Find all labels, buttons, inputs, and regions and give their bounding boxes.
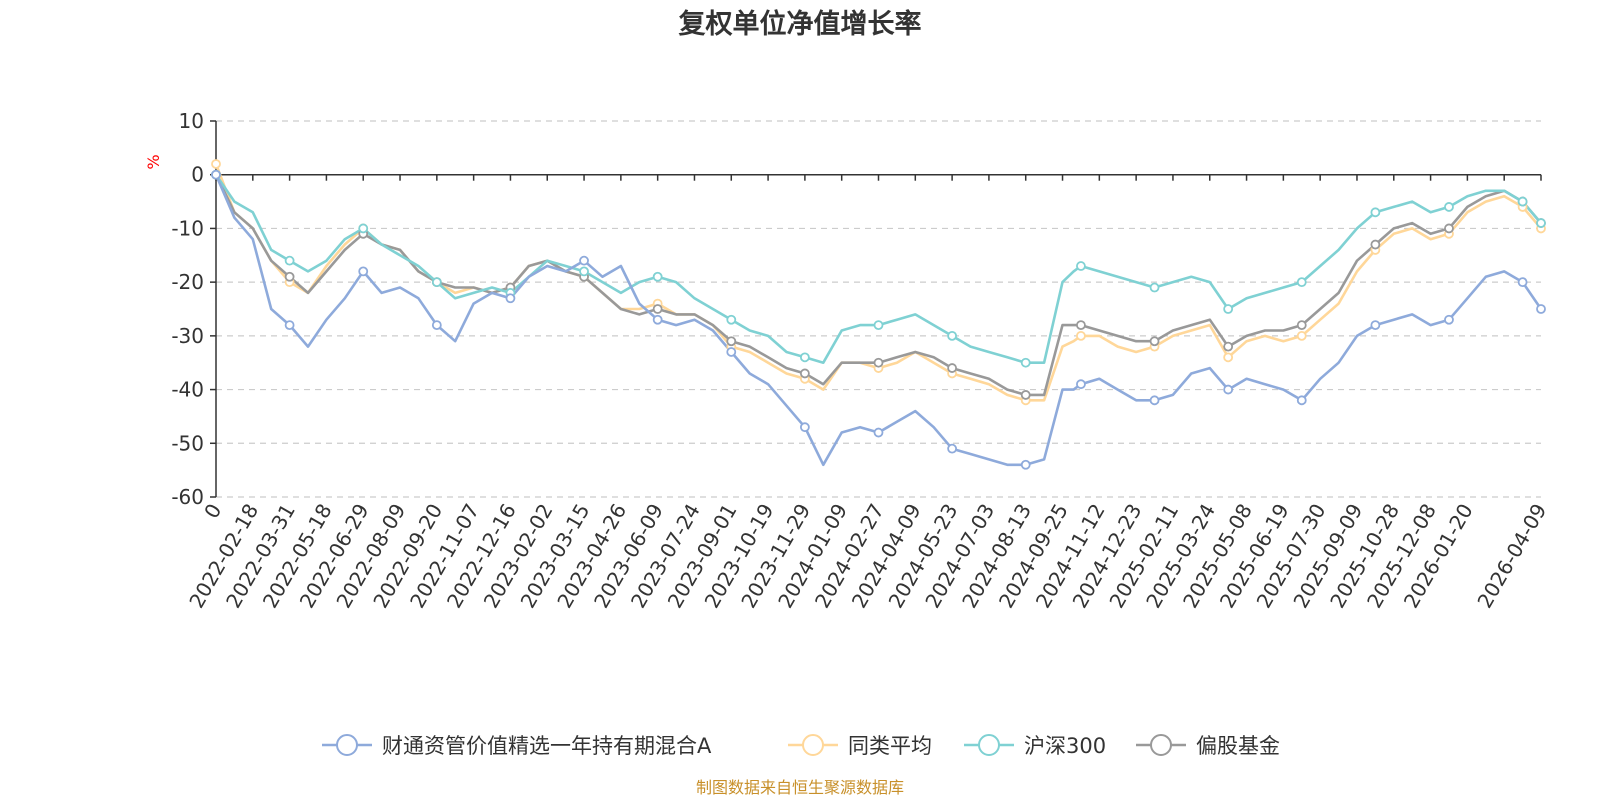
data-point-fund <box>1149 395 1160 406</box>
data-point-fund <box>579 255 589 266</box>
x-tick-labels: 02022-02-182022-03-312022-05-182022-06-2… <box>184 500 1551 613</box>
legend-label-fund[interactable]: 财通资管价值精选一年持有期混合A <box>382 734 712 758</box>
data-point-fund <box>1076 379 1086 390</box>
y-tick-labels: 10 0 -10 -20 -30 -40 -50 -60 <box>171 109 204 509</box>
y-tick-label: -50 <box>171 431 204 455</box>
data-point-peer_avg <box>1223 352 1234 363</box>
y-tick-label: -40 <box>171 378 204 402</box>
data-point-fund <box>1296 395 1307 406</box>
data-point-fund <box>1517 277 1528 288</box>
legend-marker-peer_avg <box>802 734 824 756</box>
legend-marker-stock_fund <box>1150 734 1172 756</box>
y-tick-label: -20 <box>171 270 204 294</box>
chart-title: 复权单位净值增长率 <box>679 8 922 40</box>
data-point-hs300 <box>799 352 810 363</box>
data-point-hs300 <box>358 223 369 234</box>
data-point-hs300 <box>431 277 442 288</box>
y-tick-label: 10 <box>179 109 204 133</box>
legend: 财通资管价值精选一年持有期混合A 同类平均 沪深300 偏股基金 <box>322 734 1280 758</box>
data-point-stock_fund <box>1444 223 1454 234</box>
data-point-hs300 <box>873 320 884 331</box>
data-point-hs300 <box>1517 196 1528 207</box>
data-point-fund <box>652 314 663 325</box>
legend-label-peer_avg[interactable]: 同类平均 <box>848 734 932 758</box>
data-point-stock_fund <box>1076 320 1086 331</box>
data-point-fund <box>1444 314 1454 325</box>
data-point-peer_avg <box>1076 330 1086 341</box>
legend-label-hs300[interactable]: 沪深300 <box>1024 734 1106 758</box>
data-point-stock_fund <box>1020 390 1031 400</box>
legend-marker-fund <box>336 734 358 756</box>
data-point-fund <box>1536 304 1546 314</box>
data-point-peer_avg <box>211 159 221 169</box>
series-line-fund <box>214 174 1543 467</box>
data-point-hs300 <box>1076 261 1086 271</box>
markers-group <box>211 159 1546 470</box>
y-tick-label: -60 <box>171 485 204 509</box>
data-point-fund <box>1370 320 1381 331</box>
y-tick-label: -30 <box>171 324 204 348</box>
data-point-fund <box>873 427 884 438</box>
legend-label-stock_fund[interactable]: 偏股基金 <box>1196 734 1280 758</box>
x-tick-label: 2026-04-09 <box>1472 500 1551 613</box>
data-point-fund <box>284 320 295 331</box>
data-point-hs300 <box>1536 218 1546 228</box>
data-point-hs300 <box>1149 282 1160 293</box>
data-point-stock_fund <box>1149 336 1160 347</box>
data-point-hs300 <box>652 271 663 282</box>
data-point-hs300 <box>1444 202 1454 212</box>
data-point-hs300 <box>284 255 295 266</box>
data-point-fund <box>431 320 442 331</box>
data-point-fund <box>1223 384 1234 395</box>
data-point-fund <box>1020 459 1031 470</box>
data-point-stock_fund <box>799 368 810 379</box>
data-point-stock_fund <box>284 271 295 282</box>
data-point-fund <box>799 422 810 433</box>
data-point-hs300 <box>1296 277 1307 288</box>
y-tick-label: -10 <box>171 216 204 240</box>
data-point-fund <box>947 443 958 454</box>
data-point-fund <box>505 293 516 304</box>
data-point-peer_avg <box>1296 330 1307 341</box>
data-point-hs300 <box>947 330 958 341</box>
data-point-hs300 <box>1223 304 1234 314</box>
data-point-hs300 <box>1020 357 1031 368</box>
data-point-hs300 <box>1370 207 1381 218</box>
y-tick-label: 0 <box>191 163 204 187</box>
data-point-stock_fund <box>947 363 958 373</box>
axes <box>210 120 1542 498</box>
y-axis-unit: % <box>144 154 163 169</box>
data-point-stock_fund <box>652 304 663 314</box>
legend-marker-hs300 <box>978 734 1000 756</box>
data-point-stock_fund <box>726 336 737 347</box>
series-group <box>214 163 1543 467</box>
data-point-fund <box>726 347 737 357</box>
data-point-hs300 <box>726 314 737 325</box>
data-point-stock_fund <box>873 357 884 368</box>
data-point-stock_fund <box>1370 239 1381 250</box>
data-point-hs300 <box>579 266 589 277</box>
data-point-stock_fund <box>1296 320 1307 331</box>
data-point-fund <box>358 266 369 277</box>
x-tick-label: 0 <box>199 500 226 523</box>
data-point-stock_fund <box>1223 341 1234 352</box>
data-point-fund <box>211 169 221 180</box>
source-note: 制图数据来自恒生聚源数据库 <box>696 778 904 797</box>
